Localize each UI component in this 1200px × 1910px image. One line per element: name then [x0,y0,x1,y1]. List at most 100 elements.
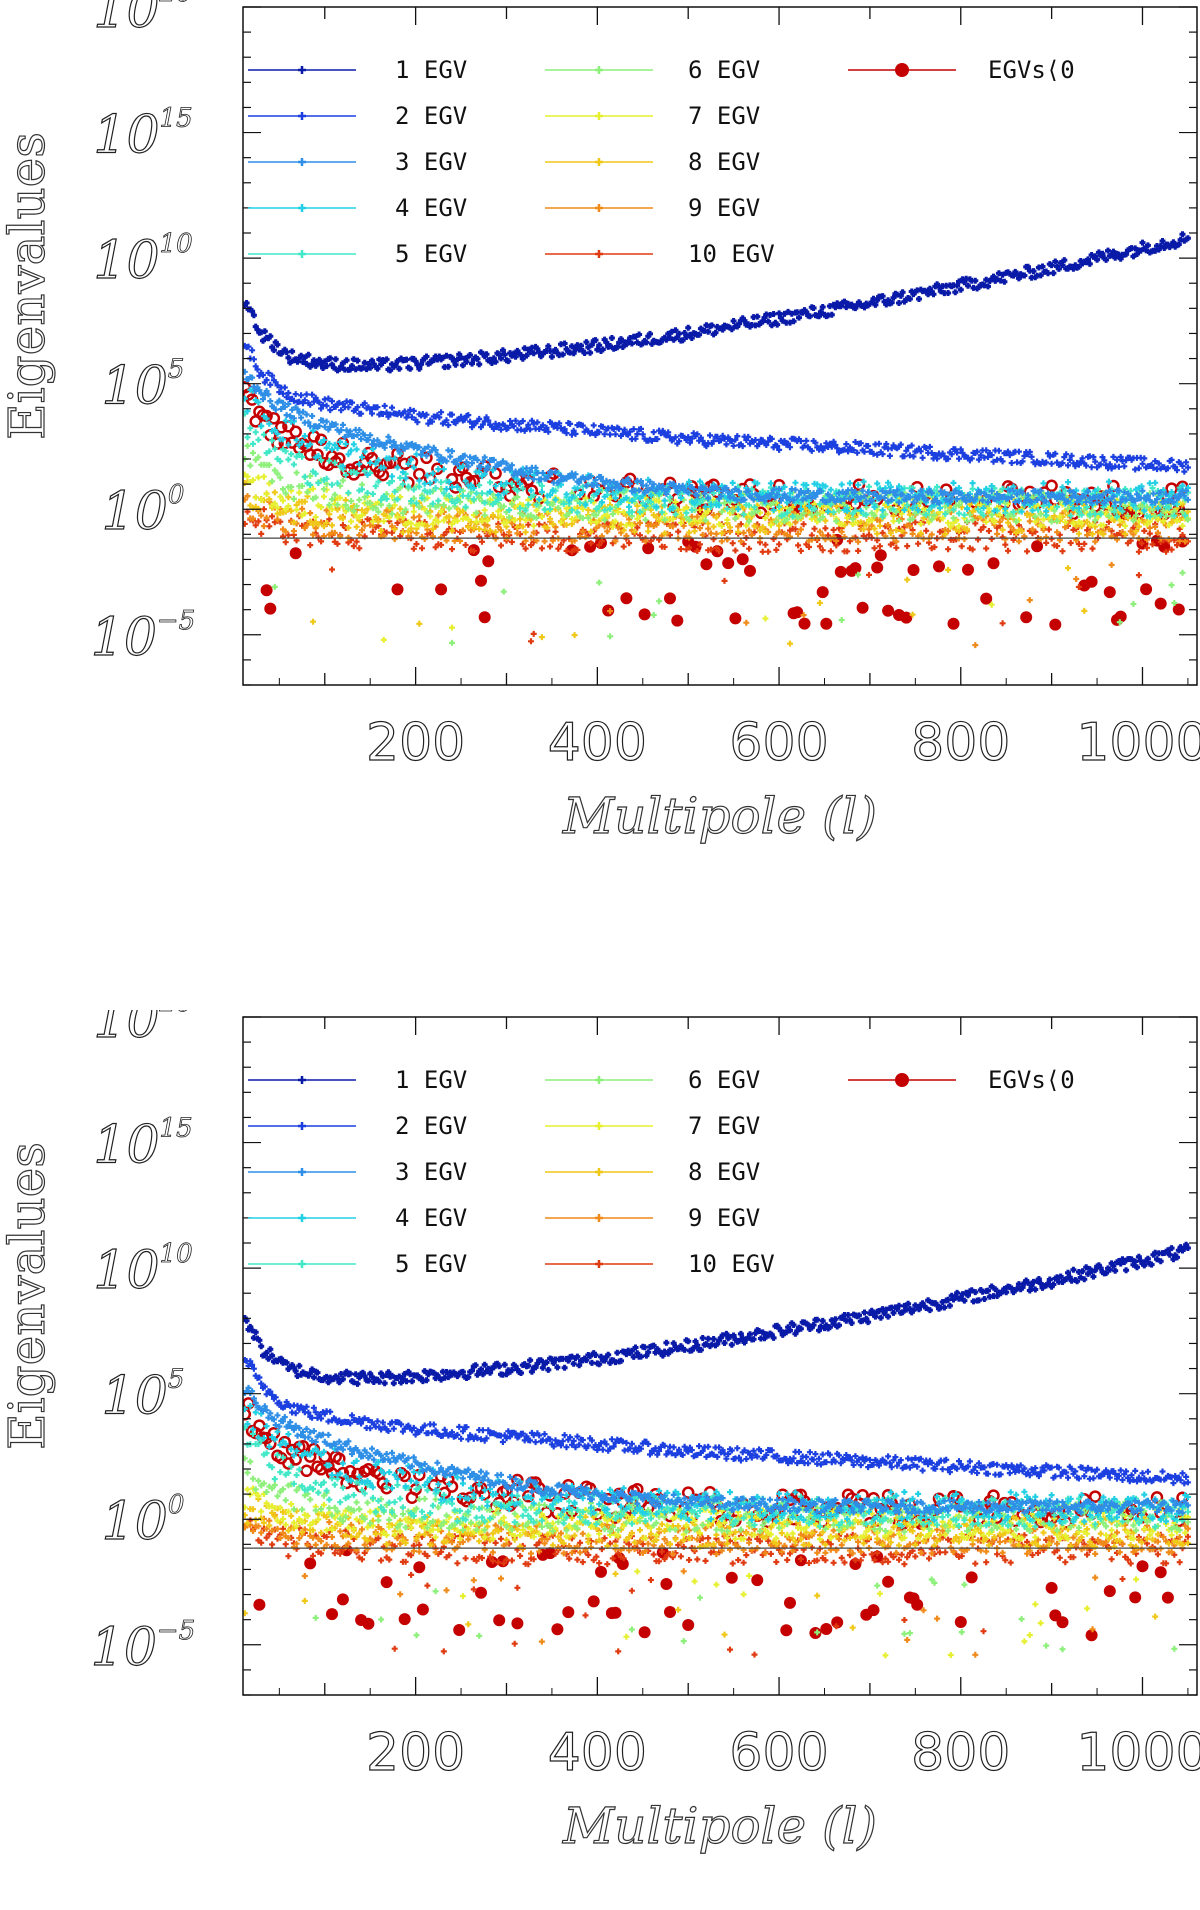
chart-panel-top: 200 400 600 800 1000 1020 1015 1010 105 100 10−5 Mu… [0,0,1200,900]
legend-item: 7 EGV [545,1112,760,1140]
y-tick-label: 1010 [93,1239,192,1301]
y-tick-label: 105 [102,355,185,417]
neg-egv-dot [700,558,713,571]
legend-marker [895,1073,909,1087]
neg-egv-marker [362,1463,375,1476]
neg-egv-dot [1103,586,1116,599]
legend: 1 EGV 2 EGV 3 EGV 4 EGV 5 EGV 6 EGV 7 EGV 8 EGV… [248,1066,1075,1278]
legend-item: 9 EGV [545,194,760,222]
neg-egv-dot [664,1606,676,1618]
y-tick-label: 10−5 [91,1616,196,1678]
legend-label: 7 EGV [688,1112,760,1140]
neg-egv-marker [852,478,866,492]
legend-marker [298,204,306,212]
neg-egv-dot [595,1565,607,1578]
y-tick-label: 1015 [93,1114,192,1176]
legend-label: 4 EGV [395,194,467,222]
neg-egv-dot [1085,575,1098,588]
neg-egv-dot [616,1558,629,1570]
neg-egv-dot [398,1613,411,1626]
neg-egv-dot [587,1595,600,1608]
plot-area [243,231,1191,649]
neg-egv-marker [351,1467,364,1481]
legend-item: 3 EGV [248,1158,467,1186]
neg-egv-dot [1020,611,1033,624]
legend-marker [595,66,603,74]
legend-label: 6 EGV [688,1066,760,1094]
y-tick-label: 1015 [93,104,192,166]
chart-panel-bottom: 200 400 600 800 1000 1020 1015 1010 105 100 10−5 Mu… [0,1010,1200,1910]
neg-egv-marker [1088,1490,1102,1503]
y-tick-label: 1020 [93,1010,192,1050]
neg-egv-dot [664,592,676,605]
legend-label: 3 EGV [395,1158,467,1186]
neg-egv-marker [511,1473,524,1487]
legend-marker [298,158,306,166]
series-line-2 [243,342,1191,475]
neg-egv-dot [965,1571,978,1584]
legend-marker [595,158,603,166]
legend-marker [595,112,603,120]
neg-egv-dot [816,586,829,599]
neg-egv-marker [307,1442,321,1456]
neg-egv-dot [722,557,735,570]
legend-item: 3 EGV [248,148,467,176]
neg-egv-dot [1129,1591,1142,1604]
series-line-2 [243,1357,1191,1487]
neg-egv-dot [849,562,862,575]
neg-egv-dot [511,1617,524,1630]
neg-egv-dot [744,564,756,577]
x-tick-label: 1000 [1076,1723,1200,1783]
neg-egv-dot [1114,610,1127,623]
y-tick-label: 100 [102,480,185,542]
neg-egv-dot [729,612,742,625]
neg-egv-dot [1136,1560,1149,1573]
plot-frame [242,6,1198,686]
series-line-1 [243,231,1191,374]
neg-egv-dot [856,601,869,614]
neg-egv-marker [1107,479,1120,493]
legend-label: 10 EGV [688,240,775,268]
legend: 1 EGV 2 EGV 3 EGV 4 EGV 5 EGV 6 EGV 7 EGV 8 EGV… [248,56,1075,268]
legend-item: 7 EGV [545,102,760,130]
series-3 [243,1384,1191,1516]
neg-egv-marker [300,1464,313,1478]
neg-egv-dot [475,1586,487,1599]
legend-item: 5 EGV [248,1250,467,1278]
x-tick-label: 200 [366,1723,465,1783]
legend-item: 6 EGV [545,1066,760,1094]
legend-item: 6 EGV [545,56,760,84]
neg-egv-dot [551,1623,564,1636]
legend-item: 2 EGV [248,1112,467,1140]
neg-egv-dot [987,557,1000,570]
legend-item: 4 EGV [248,194,467,222]
x-tick-label: 600 [729,713,828,773]
neg-egv-marker [278,436,292,450]
x-tick-label: 600 [729,1723,828,1783]
neg-egv-dot [874,549,887,562]
neg-egv-dot [911,1598,924,1611]
legend-label: EGVs⟨0 [988,56,1075,84]
series-2 [243,342,1191,475]
legend-marker [298,66,306,74]
legend-item: 8 EGV [545,148,760,176]
neg-egv-dot [671,614,684,627]
neg-egv-marker [314,1463,328,1476]
legend-marker [595,250,603,258]
eigenvalue-chart-bottom: 200 400 600 800 1000 1020 1015 1010 105 100 10−5 Mu… [0,1010,1200,1856]
neg-egv-marker [274,421,288,434]
legend-marker [298,112,306,120]
neg-egv-marker [311,448,324,461]
neg-egv-dot [475,574,487,587]
y-tick-label: 1020 [93,0,192,40]
neg-egv-dot [820,617,833,630]
legend-marker [298,1168,306,1176]
x-tick-label: 200 [366,713,465,773]
neg-egv-dot [736,553,749,566]
neg-egv-dot [362,1617,375,1630]
neg-egv-dot [435,583,448,596]
legend-marker [298,250,306,258]
neg-egv-dot [289,547,302,560]
neg-egv-dot [784,1596,796,1609]
neg-egv-dot [954,1616,967,1628]
